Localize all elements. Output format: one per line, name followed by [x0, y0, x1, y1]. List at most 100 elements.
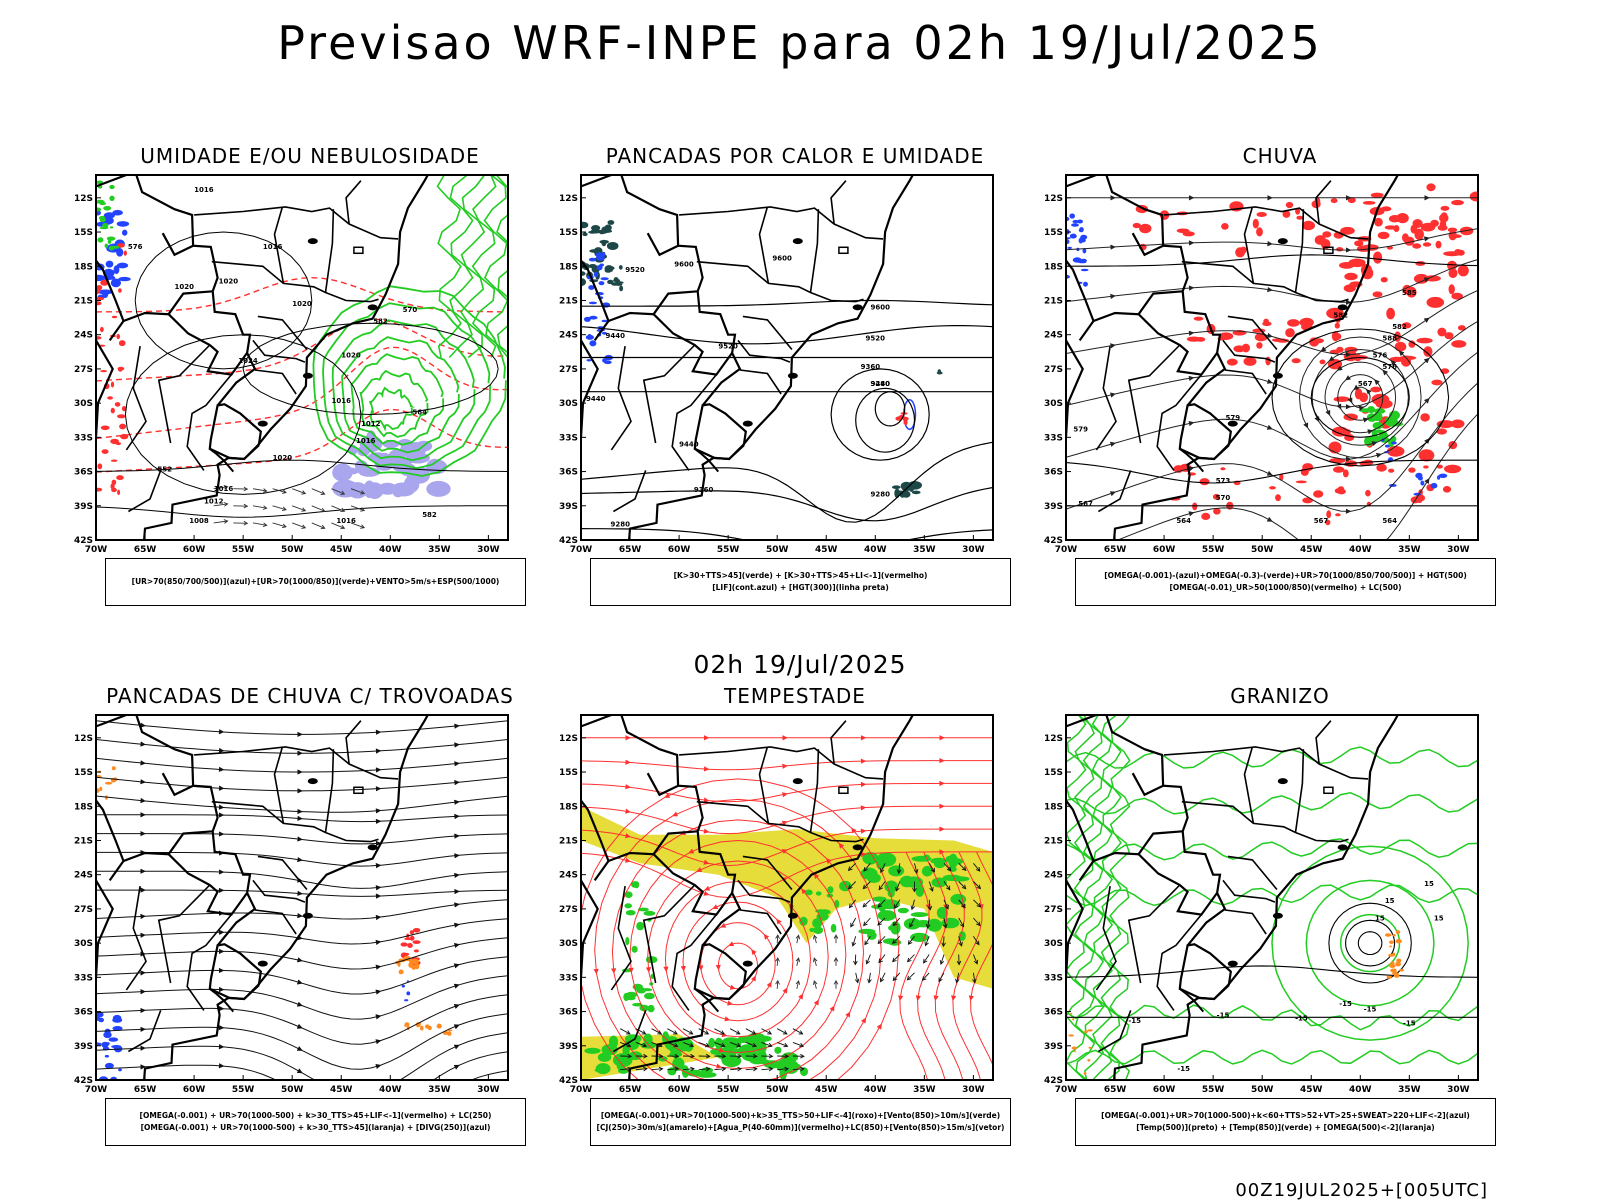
map-frame	[96, 715, 508, 1080]
streamline-arrow	[297, 809, 302, 813]
field-blob	[1087, 1029, 1093, 1031]
streamline	[96, 1014, 508, 1070]
field-blob	[1073, 220, 1079, 223]
field-blob	[667, 1067, 676, 1075]
lat-label: 36S	[74, 1008, 93, 1018]
streamline-arrow	[219, 832, 224, 836]
contour-label: 9280	[870, 380, 890, 388]
field-blob	[888, 925, 897, 931]
field-blob	[1194, 317, 1204, 321]
country-border	[648, 233, 678, 255]
field-blob	[118, 367, 123, 371]
streamline-arrow	[939, 827, 944, 831]
contour-label: 15	[1375, 914, 1385, 922]
streamline-arrow	[454, 889, 459, 893]
country-border	[1139, 314, 1218, 374]
lake	[793, 778, 803, 784]
field-blob	[624, 903, 632, 908]
field-blob	[607, 242, 619, 250]
streamline	[96, 815, 508, 822]
lon-label: 65W	[134, 545, 157, 555]
field-blob	[1387, 976, 1392, 979]
thickness-contour	[96, 319, 508, 381]
streamline-arrow	[1110, 492, 1115, 496]
field-blob	[619, 265, 623, 270]
field-blob	[1439, 474, 1448, 478]
lon-label: 60W	[1153, 545, 1176, 555]
lon-label: 55W	[232, 1085, 255, 1095]
field-blob	[1322, 231, 1331, 237]
legend-line-2: [OMEGA(-0.01)_UR>50(1000/850)(vermelho) …	[1169, 582, 1401, 594]
contour-label: 567	[1314, 517, 1329, 525]
field-blob	[116, 442, 121, 445]
state-border	[1225, 910, 1266, 934]
country-border	[581, 172, 740, 406]
lat-label: 24S	[1044, 331, 1063, 341]
field-blob	[413, 928, 420, 933]
streamline-arrow	[704, 829, 709, 833]
streamline-arrow	[297, 891, 302, 895]
field-blob	[1089, 1047, 1092, 1049]
streamline-arrow	[1110, 442, 1115, 446]
field-blob	[118, 1069, 122, 1072]
geography	[1066, 710, 1409, 1080]
field-blob	[858, 929, 875, 934]
field-blob	[1431, 380, 1442, 386]
lon-label: 30W	[1447, 545, 1470, 555]
field-blob	[407, 943, 413, 948]
legend-line-1: [OMEGA(-0.001)+UR>70(1000-500)+k<60+TTS>…	[1101, 1110, 1470, 1122]
lake	[788, 373, 798, 379]
field-blob	[1392, 953, 1395, 957]
streamline-arrow	[1111, 196, 1116, 200]
streamline	[96, 957, 508, 994]
field-blob	[610, 267, 613, 272]
contour-label: 588	[1382, 334, 1397, 342]
field-blob	[1324, 240, 1329, 244]
contour-label: 582	[373, 317, 388, 325]
map-layers	[577, 710, 1001, 1100]
field-blob	[105, 782, 112, 785]
legend-line-1: [OMEGA(-0.001) + UR>70(1000-500) + k>30_…	[140, 1110, 492, 1122]
streamline-arrow	[939, 804, 944, 808]
field-blob	[109, 196, 114, 201]
state-border	[159, 345, 210, 443]
state-border	[253, 880, 305, 902]
lat-label: 15S	[559, 768, 578, 778]
streamline-arrow	[626, 736, 631, 740]
field-blob	[93, 336, 102, 340]
field-blob	[1420, 481, 1424, 486]
streamline-arrow	[1424, 318, 1429, 322]
lon-label: 60W	[183, 1085, 206, 1095]
streamline-arrow	[1346, 405, 1351, 409]
lat-label: 24S	[1044, 871, 1063, 881]
field-blob	[401, 942, 408, 946]
state-border	[831, 181, 846, 224]
streamline-arrow	[454, 984, 459, 988]
reservoir	[839, 247, 848, 253]
field-blob	[1371, 193, 1384, 198]
lon-label: 45W	[330, 1085, 353, 1095]
field-blob	[111, 382, 114, 388]
field-blob	[404, 999, 408, 1001]
field-blob	[97, 463, 102, 469]
field-blob	[405, 1022, 410, 1027]
field-blob	[1393, 934, 1396, 937]
lake	[258, 961, 268, 967]
lon-label: 65W	[1104, 1085, 1127, 1095]
contour-label: 15	[1385, 897, 1395, 905]
field-blob	[93, 301, 101, 305]
lake	[258, 421, 268, 427]
field-blob	[102, 449, 109, 454]
field-blob	[117, 414, 126, 418]
lat-label: 27S	[559, 905, 578, 915]
lat-label: 39S	[1044, 1042, 1063, 1052]
state-border	[611, 346, 631, 450]
field-blob	[1417, 338, 1433, 344]
field-blob	[1286, 202, 1293, 208]
field-blob	[1221, 223, 1229, 230]
lake	[1273, 373, 1283, 379]
lat-label: 15S	[1044, 228, 1063, 238]
state-border	[679, 747, 883, 779]
